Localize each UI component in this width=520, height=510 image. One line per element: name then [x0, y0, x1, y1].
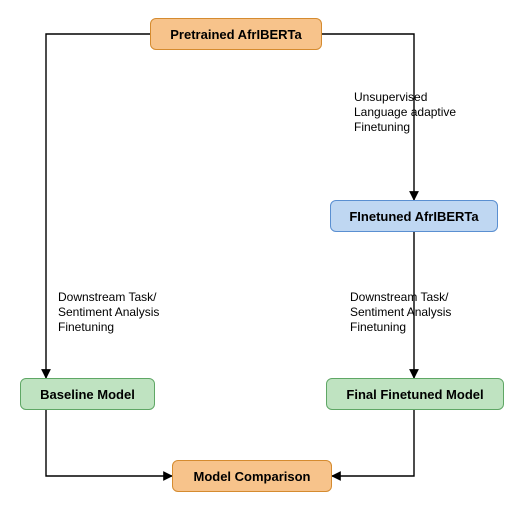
node-label: Final Finetuned Model: [346, 387, 483, 402]
edge-label-unsupervised-finetuning: UnsupervisedLanguage adaptiveFinetuning: [354, 90, 456, 135]
node-model-comparison: Model Comparison: [172, 460, 332, 492]
node-label: FInetuned AfrIBERTa: [349, 209, 478, 224]
node-final-finetuned-model: Final Finetuned Model: [326, 378, 504, 410]
node-label: Model Comparison: [193, 469, 310, 484]
edge-label-downstream-left: Downstream Task/Sentiment AnalysisFinetu…: [58, 290, 159, 335]
node-label: Pretrained AfrIBERTa: [170, 27, 301, 42]
node-pretrained-afriberta: Pretrained AfrIBERTa: [150, 18, 322, 50]
node-label: Baseline Model: [40, 387, 135, 402]
node-finetuned-afriberta: FInetuned AfrIBERTa: [330, 200, 498, 232]
edge-label-downstream-right: Downstream Task/Sentiment AnalysisFinetu…: [350, 290, 451, 335]
diagram-edges: [0, 0, 520, 510]
node-baseline-model: Baseline Model: [20, 378, 155, 410]
